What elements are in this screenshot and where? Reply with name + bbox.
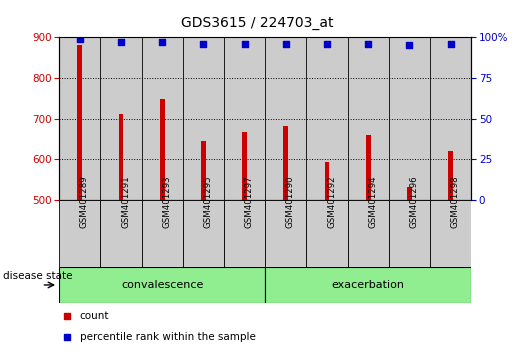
Bar	[118, 114, 124, 200]
Point	[405, 42, 414, 48]
FancyBboxPatch shape	[59, 200, 100, 267]
Text: GSM401296: GSM401296	[409, 176, 418, 228]
Point	[76, 36, 84, 42]
Text: GSM401295: GSM401295	[203, 176, 212, 228]
Text: count: count	[80, 311, 109, 321]
Text: GDS3615 / 224703_at: GDS3615 / 224703_at	[181, 16, 334, 30]
Bar	[242, 132, 247, 200]
Bar	[407, 187, 412, 200]
Bar	[283, 126, 288, 200]
FancyBboxPatch shape	[224, 200, 265, 267]
Text: percentile rank within the sample: percentile rank within the sample	[80, 332, 256, 342]
Point	[282, 41, 290, 46]
Bar	[448, 151, 453, 200]
FancyBboxPatch shape	[389, 200, 430, 267]
Point	[199, 41, 208, 46]
Bar	[265, 37, 306, 200]
Bar	[306, 37, 348, 200]
Point	[323, 41, 331, 46]
Bar	[224, 37, 265, 200]
FancyBboxPatch shape	[142, 200, 183, 267]
Point	[63, 334, 72, 340]
Text: GSM401293: GSM401293	[162, 176, 171, 228]
Bar	[430, 37, 471, 200]
Bar	[142, 37, 183, 200]
Text: GSM401289: GSM401289	[80, 176, 89, 228]
Point	[158, 39, 166, 45]
Text: disease state: disease state	[3, 271, 73, 281]
Point	[447, 41, 455, 46]
Text: convalescence: convalescence	[121, 280, 203, 290]
Text: GSM401297: GSM401297	[245, 176, 253, 228]
Bar	[160, 99, 165, 200]
Bar	[324, 162, 330, 200]
Text: GSM401291: GSM401291	[121, 176, 130, 228]
Text: GSM401290: GSM401290	[286, 176, 295, 228]
Point	[364, 41, 372, 46]
Text: GSM401294: GSM401294	[368, 176, 377, 228]
Point	[63, 313, 72, 319]
FancyBboxPatch shape	[59, 267, 265, 303]
FancyBboxPatch shape	[265, 267, 471, 303]
Bar	[201, 141, 206, 200]
Point	[117, 39, 125, 45]
Text: GSM401298: GSM401298	[451, 176, 459, 228]
Point	[241, 41, 249, 46]
Bar	[77, 45, 82, 200]
Text: GSM401292: GSM401292	[327, 176, 336, 228]
Bar	[59, 37, 100, 200]
Bar	[348, 37, 389, 200]
FancyBboxPatch shape	[265, 200, 306, 267]
FancyBboxPatch shape	[306, 200, 348, 267]
Bar	[366, 135, 371, 200]
Bar	[100, 37, 142, 200]
FancyBboxPatch shape	[100, 200, 142, 267]
Text: exacerbation: exacerbation	[332, 280, 405, 290]
FancyBboxPatch shape	[183, 200, 224, 267]
FancyBboxPatch shape	[348, 200, 389, 267]
Bar	[183, 37, 224, 200]
Bar	[389, 37, 430, 200]
FancyBboxPatch shape	[430, 200, 471, 267]
